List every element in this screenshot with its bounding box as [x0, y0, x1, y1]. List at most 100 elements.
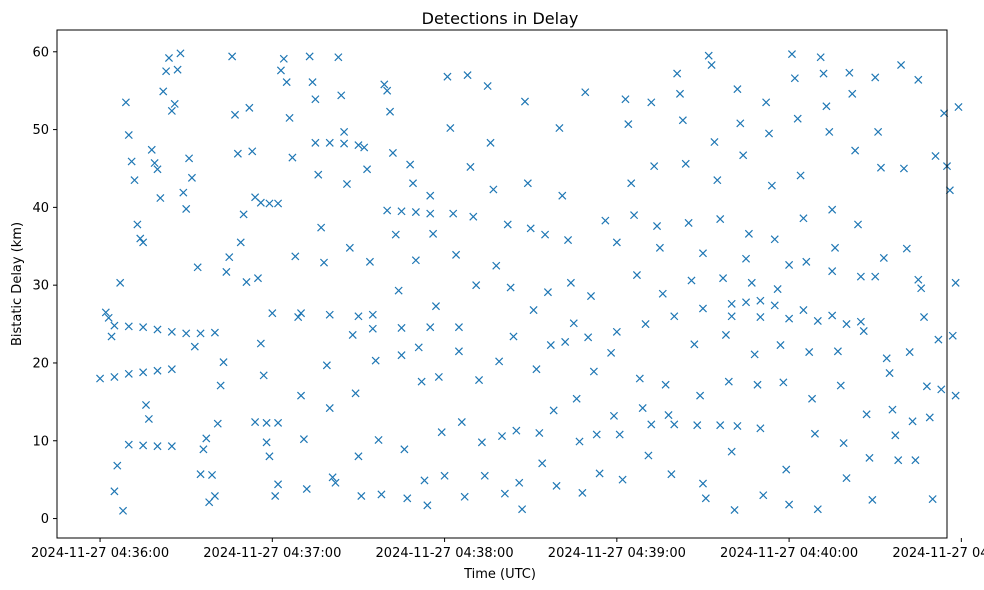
data-point-marker: [931, 152, 940, 161]
data-point-marker: [908, 417, 917, 426]
data-point-marker: [759, 491, 768, 500]
data-point-marker: [733, 85, 742, 94]
data-point-marker: [914, 275, 923, 284]
data-point-marker: [397, 351, 406, 360]
data-point-marker: [219, 358, 228, 367]
y-tick-label: 20: [32, 356, 49, 371]
data-point-marker: [650, 162, 659, 171]
data-point-marker: [808, 394, 817, 403]
data-point-marker: [233, 149, 242, 158]
data-point-marker: [319, 258, 329, 267]
data-point-marker: [228, 52, 237, 61]
data-point-marker: [325, 138, 334, 147]
data-point-marker: [251, 193, 260, 202]
data-point-marker: [360, 143, 369, 152]
data-point-marker: [170, 99, 179, 108]
data-point-marker: [698, 304, 707, 313]
data-point-marker: [179, 188, 188, 197]
data-point-marker: [420, 476, 429, 485]
data-point-marker: [182, 204, 191, 213]
data-point-marker: [922, 382, 931, 391]
data-point-marker: [282, 78, 291, 87]
data-point-marker: [742, 298, 751, 307]
data-point-marker: [371, 356, 380, 365]
data-point-marker: [297, 309, 306, 318]
data-point-marker: [721, 330, 730, 339]
data-point-marker: [388, 148, 397, 157]
data-point-marker: [434, 372, 443, 381]
data-point-marker: [210, 328, 219, 337]
data-point-marker: [905, 348, 914, 357]
data-point-marker: [308, 78, 317, 87]
data-point-marker: [130, 176, 139, 185]
data-point-marker: [305, 52, 314, 61]
data-point-marker: [408, 179, 418, 188]
data-point-marker: [532, 365, 541, 374]
data-point-marker: [862, 410, 871, 419]
x-tick-label: 2024-11-27 04:36:00: [31, 546, 169, 561]
data-points: [96, 49, 963, 515]
data-point-marker: [365, 257, 374, 266]
data-point-marker: [262, 418, 271, 427]
data-point-marker: [354, 452, 363, 461]
data-point-marker: [733, 421, 742, 431]
data-point-marker: [632, 271, 641, 280]
data-point-marker: [199, 445, 208, 454]
data-point-marker: [242, 278, 251, 287]
data-point-marker: [492, 261, 501, 270]
data-point-marker: [495, 357, 504, 366]
data-point-marker: [848, 89, 857, 98]
data-point-marker: [876, 163, 885, 172]
data-point-marker: [291, 252, 300, 261]
data-point-marker: [925, 413, 934, 422]
data-point-marker: [216, 381, 225, 390]
data-point-marker: [641, 320, 650, 329]
data-point-marker: [486, 138, 495, 147]
data-point-marker: [236, 238, 245, 247]
data-point-marker: [443, 72, 452, 81]
data-point-marker: [196, 329, 205, 338]
data-point-marker: [136, 234, 145, 243]
data-point-marker: [770, 301, 779, 310]
data-point-marker: [454, 323, 463, 332]
data-point-marker: [167, 106, 176, 115]
data-point-marker: [190, 342, 199, 351]
data-point-marker: [483, 81, 492, 91]
data-point-marker: [383, 86, 392, 95]
data-point-marker: [710, 137, 719, 147]
data-point-marker: [951, 391, 960, 400]
data-point-marker: [693, 421, 702, 430]
data-point-marker: [707, 60, 716, 70]
x-tick-label: 2024-11-27 04:38:00: [376, 546, 514, 561]
data-point-marker: [380, 80, 389, 89]
data-point-marker: [779, 378, 788, 387]
data-point-marker: [888, 405, 897, 414]
data-point-marker: [210, 491, 219, 501]
data-point-marker: [592, 430, 601, 439]
data-point-marker: [150, 159, 159, 168]
data-point-marker: [698, 249, 707, 258]
data-point-marker: [690, 340, 699, 349]
data-point-marker: [248, 147, 257, 156]
data-point-marker: [730, 505, 739, 515]
data-point-marker: [911, 456, 920, 465]
data-point-marker: [153, 325, 162, 334]
data-point-marker: [454, 347, 463, 356]
data-point-marker: [520, 97, 529, 106]
data-point-marker: [110, 372, 119, 381]
data-point-marker: [116, 278, 125, 287]
data-point-marker: [684, 218, 693, 227]
y-tick-label: 50: [32, 123, 49, 138]
data-point-marker: [374, 435, 383, 445]
data-point-marker: [865, 453, 874, 462]
data-point-marker: [354, 312, 363, 321]
data-point-marker: [742, 254, 751, 263]
data-point-marker: [162, 67, 171, 76]
data-point-marker: [288, 153, 297, 162]
data-point-marker: [334, 53, 343, 62]
data-point-marker: [475, 376, 484, 385]
data-point-marker: [816, 53, 825, 62]
data-point-marker: [357, 491, 366, 501]
data-point-marker: [167, 327, 176, 336]
